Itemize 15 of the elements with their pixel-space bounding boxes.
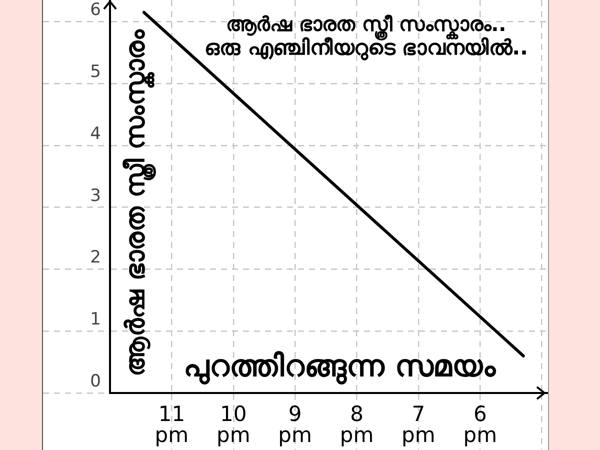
x-tick-label: 9 pm (278, 402, 312, 447)
y-tick-label: 4 (90, 124, 101, 144)
y-tick-label: 0 (90, 371, 101, 392)
y-tick-label: 5 (90, 62, 101, 82)
x-tick-label: 6 pm (463, 402, 498, 447)
y-axis-title: ആർഷ ഭാരത സ്ത്രീ സംസ്കാരം (120, 28, 156, 377)
x-tick-label: 7 pm (402, 402, 436, 447)
y-tick-label: 6 (90, 0, 101, 20)
y-tick-label: 3 (90, 186, 101, 206)
x-tick-label: 11 pm (154, 402, 189, 447)
y-tick-label: 2 (90, 248, 101, 268)
x-tick-label: 8 pm (340, 402, 374, 447)
x-axis-title: പുറത്തിറങ്ങുന്ന സമയം (184, 348, 498, 385)
y-tick-label: 1 (90, 310, 101, 330)
x-tick-label: 10 pm (216, 402, 250, 447)
